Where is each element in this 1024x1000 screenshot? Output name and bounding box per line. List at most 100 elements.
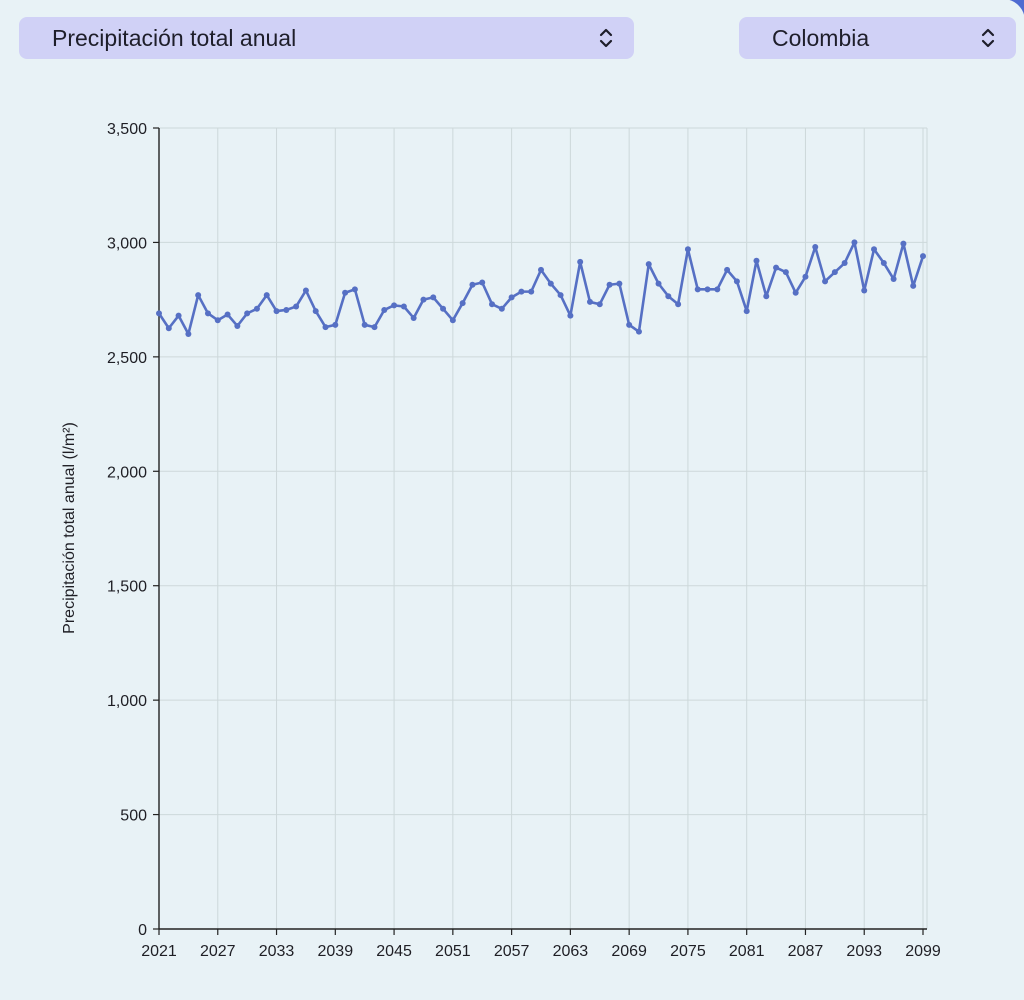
data-point: [528, 288, 535, 295]
data-point: [214, 317, 221, 324]
y-tick-label: 2,500: [107, 350, 147, 367]
data-point: [920, 253, 926, 260]
series-line: [157, 241, 925, 336]
x-tick-label: 2021: [141, 943, 177, 960]
data-point: [410, 314, 417, 321]
x-tick-label: 2063: [553, 943, 589, 960]
data-point: [694, 286, 701, 293]
data-point: [400, 303, 407, 310]
data-point: [616, 280, 623, 287]
data-point: [293, 303, 300, 310]
x-tick-label: 2081: [729, 943, 765, 960]
data-point: [655, 280, 662, 287]
data-point: [175, 312, 182, 319]
y-tick-label: 0: [138, 922, 147, 939]
data-point: [518, 288, 525, 295]
data-point: [557, 292, 564, 299]
axes: [153, 127, 927, 935]
data-point: [420, 296, 427, 303]
data-point: [498, 305, 505, 312]
data-point: [244, 310, 251, 317]
data-point: [224, 311, 231, 318]
data-point: [195, 292, 202, 299]
data-point: [714, 286, 721, 293]
data-point: [361, 321, 368, 328]
data-point: [812, 244, 819, 251]
data-point: [567, 312, 574, 319]
grid: [159, 127, 928, 929]
x-tick-label: 2093: [846, 943, 882, 960]
data-point: [185, 330, 192, 337]
data-point: [263, 292, 270, 299]
data-point: [469, 281, 476, 288]
y-tick-label: 1,500: [107, 579, 147, 596]
data-point: [861, 287, 868, 294]
data-point: [763, 293, 770, 300]
data-point: [890, 276, 897, 283]
x-tick-label: 2075: [670, 943, 706, 960]
data-point: [351, 286, 358, 293]
data-point: [302, 287, 309, 294]
data-point: [204, 310, 211, 317]
data-point: [283, 306, 290, 313]
data-point: [724, 266, 731, 273]
data-point: [479, 279, 486, 286]
data-point: [635, 328, 642, 335]
x-tick-label: 2027: [200, 943, 236, 960]
y-tick-label: 2,000: [107, 464, 147, 481]
data-point: [851, 239, 858, 246]
data-point: [831, 269, 838, 276]
data-point: [547, 280, 554, 287]
y-tick-label: 3,500: [107, 121, 147, 138]
data-point: [792, 289, 799, 296]
data-point: [822, 278, 829, 285]
data-point: [449, 317, 456, 324]
data-point: [381, 306, 388, 313]
data-point: [430, 294, 437, 301]
data-point: [371, 324, 378, 331]
region-select-value: Colombia: [772, 24, 870, 51]
data-point: [733, 278, 740, 285]
variable-select-value: Precipitación total anual: [52, 24, 297, 51]
data-point: [459, 300, 466, 307]
data-point: [586, 298, 593, 305]
y-axis-label: Precipitación total anual (l/m²): [61, 422, 78, 634]
data-point: [253, 305, 260, 312]
data-point: [871, 246, 878, 253]
data-point: [273, 308, 280, 315]
x-tick-label: 2087: [788, 943, 824, 960]
data-point: [234, 322, 241, 329]
data-point: [773, 264, 780, 271]
data-point: [606, 281, 613, 288]
data-point: [684, 246, 691, 253]
series-precipitation: [156, 239, 926, 337]
y-tick-label: 3,000: [107, 235, 147, 252]
chevron-up-down-icon: [599, 28, 613, 48]
data-point: [900, 240, 907, 247]
data-point: [743, 308, 750, 315]
region-select[interactable]: Colombia: [739, 17, 1016, 59]
data-point: [342, 289, 349, 296]
y-tick-label: 1,000: [107, 693, 147, 710]
chevron-up-down-icon: [981, 28, 995, 48]
x-tick-label: 2039: [318, 943, 354, 960]
data-point: [577, 258, 584, 265]
data-point: [782, 269, 789, 276]
data-point: [665, 293, 672, 300]
data-point: [645, 261, 652, 268]
data-point: [489, 301, 496, 308]
data-point: [596, 301, 603, 308]
tick-labels: 0 500 1,000 1,500 2,000 2,500 3,000 3,500 2021 20…: [107, 121, 941, 960]
variable-select[interactable]: Precipitación total anual: [19, 17, 634, 59]
x-tick-label: 2057: [494, 943, 530, 960]
data-point: [508, 294, 515, 301]
data-point: [391, 302, 398, 309]
data-point: [440, 305, 447, 312]
data-point: [538, 266, 544, 273]
data-point: [704, 286, 711, 293]
data-point: [332, 321, 339, 328]
data-point: [626, 321, 633, 328]
data-point: [802, 273, 809, 280]
data-point: [312, 308, 319, 315]
